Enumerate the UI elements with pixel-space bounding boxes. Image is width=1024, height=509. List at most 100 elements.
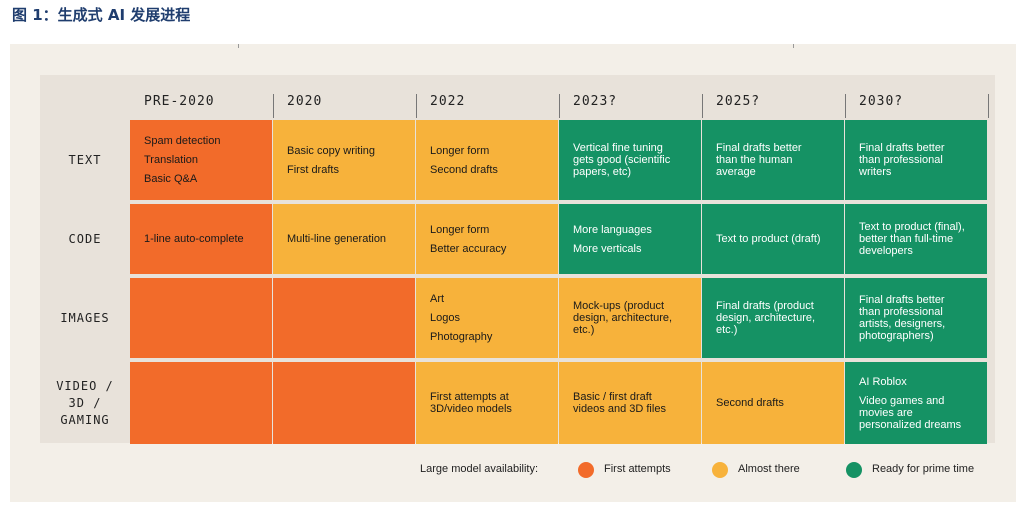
legend-swatch [712, 462, 728, 478]
column-separator [559, 94, 560, 118]
row-label-line: TEXT [68, 152, 102, 167]
column-separator [702, 94, 703, 118]
legend-swatch [846, 462, 862, 478]
row-label-line: 3D / [68, 395, 102, 410]
cell-text-line: Final drafts better [859, 294, 945, 306]
timeline-cell: Basic copy writing First drafts [273, 120, 415, 200]
cell-text-line: than professional [859, 306, 943, 318]
legend-title: Large model availability: [420, 463, 539, 475]
cell-text-line: 3D/video models [430, 403, 512, 415]
cell-text-line: First drafts [287, 163, 339, 176]
timeline-cell [273, 278, 415, 358]
column-separator [988, 94, 989, 118]
cell-text-line: Spam detection [144, 135, 221, 147]
cell-text-line: 1-line auto-complete [144, 233, 244, 245]
figure-title: 图 1：生成式 AI 发展进程 [12, 6, 191, 24]
row-label-line: CODE [68, 231, 102, 246]
column-header: 2025? [716, 94, 761, 109]
cell-text-line: Photography [430, 331, 493, 343]
cell-text-line: Text to product (draft) [716, 233, 821, 245]
column-header: 2030? [859, 94, 904, 109]
timeline-cell: Spam detection Translation Basic Q&A [130, 120, 272, 200]
cell-text-line: Basic Q&A [144, 173, 198, 185]
top-strip [238, 44, 794, 48]
column-separator [416, 94, 417, 118]
cell-text-line: Basic copy writing [287, 144, 376, 157]
timeline-cell: Mock-ups (product design, architecture, et… [559, 278, 701, 358]
legend-item-label: First attempts [604, 463, 671, 475]
row-label: IMAGES [40, 278, 130, 358]
timeline-cell [130, 362, 272, 444]
cell-text-line: Vertical fine tuning [573, 142, 663, 154]
cell-text-line: Translation [144, 154, 199, 166]
cell-text-line: Multi-line generation [287, 233, 387, 245]
cell-text-line: Basic / first draft [573, 391, 652, 403]
cell-text-line: videos and 3D files [573, 403, 666, 415]
timeline-cell [130, 278, 272, 358]
cell-text-line: Final drafts better [859, 142, 945, 154]
row-label: CODE [40, 204, 130, 274]
cell-text-line: Final drafts better [716, 142, 802, 154]
cell-text-line: writers [859, 166, 892, 178]
row-label-line: IMAGES [60, 310, 110, 325]
column-header: 2023? [573, 94, 618, 109]
cell-text-line: photographers) [859, 330, 934, 342]
timeline-cell: Final drafts (product design, architectur… [702, 278, 844, 358]
cell-text-line: average [716, 166, 756, 178]
cell-text-line: than the human [716, 154, 793, 166]
legend-swatch [578, 462, 594, 478]
cell-text-line: Mock-ups (product [573, 300, 665, 312]
cell-text-line: First attempts at [430, 391, 509, 403]
cell-text-line: Longer form [430, 223, 490, 236]
timeline-cell: Final drafts better than professional writ… [845, 120, 987, 200]
cell-text-line: better than full-time [859, 233, 954, 245]
row-label-line: GAMING [60, 412, 110, 427]
timeline-cell: Art Logos Photography [416, 278, 558, 358]
row-label: TEXT [40, 120, 130, 200]
cell-text-line: Second drafts [430, 163, 498, 176]
timeline-cell: Longer form Second drafts [416, 120, 558, 200]
column-header: 2022 [430, 94, 466, 109]
cell-text-line: More languages [573, 223, 652, 236]
column-separator [845, 94, 846, 118]
timeline-cell: Longer form Better accuracy [416, 204, 558, 274]
column-header: PRE-2020 [144, 94, 215, 109]
legend-item-label: Ready for prime time [872, 463, 975, 475]
timeline-cell: More languages More verticals [559, 204, 701, 274]
cell-text-line: personalized dreams [859, 418, 962, 431]
cell-text-line: etc.) [716, 324, 738, 336]
cell-text-line: etc.) [573, 324, 595, 336]
timeline-cell: Final drafts better than professional arti… [845, 278, 987, 358]
cell-text-line: Art [430, 293, 445, 305]
cell-text-line: AI Roblox [859, 375, 907, 388]
row-label-line: VIDEO / [56, 378, 114, 393]
timeline-cell [273, 362, 415, 444]
cell-text-line: design, architecture, [716, 312, 816, 324]
cell-text-line: papers, etc) [573, 166, 632, 178]
timeline-cell: Text to product (final), better than full… [845, 204, 987, 274]
cell-text-line: design, architecture, [573, 312, 673, 324]
timeline-cell: AI Roblox Video games and movies are person… [845, 362, 987, 444]
cell-text-line: developers [859, 245, 913, 257]
cell-text-line: Text to product (final), [859, 221, 965, 233]
column-separator [273, 94, 274, 118]
cell-text-line: More verticals [573, 242, 642, 255]
cell-text-line: Second drafts [716, 397, 784, 409]
timeline-cell: Basic / first draft videos and 3D files [559, 362, 701, 444]
timeline-cell: Multi-line generation [273, 204, 415, 274]
cell-text-line: Logos [430, 312, 460, 324]
row-label: VIDEO / 3D / GAMING [40, 362, 130, 444]
timeline-cell: Vertical fine tuning gets good (scientifi… [559, 120, 701, 200]
timeline-cell: Second drafts [702, 362, 844, 444]
cell-text-line: movies are [859, 406, 913, 419]
timeline-cell: 1-line auto-complete [130, 204, 272, 274]
cell-text-line: Better accuracy [430, 242, 507, 255]
cell-text-line: Longer form [430, 144, 490, 157]
legend-item-label: Almost there [738, 463, 800, 475]
column-header: 2020 [287, 94, 323, 109]
cell-text-line: gets good (scientific [573, 154, 671, 166]
timeline-cell: First attempts at 3D/video models [416, 362, 558, 444]
timeline-cell: Final drafts better than the human average [702, 120, 844, 200]
cell-text-line: than professional [859, 154, 943, 166]
timeline-cell: Text to product (draft) [702, 204, 844, 274]
